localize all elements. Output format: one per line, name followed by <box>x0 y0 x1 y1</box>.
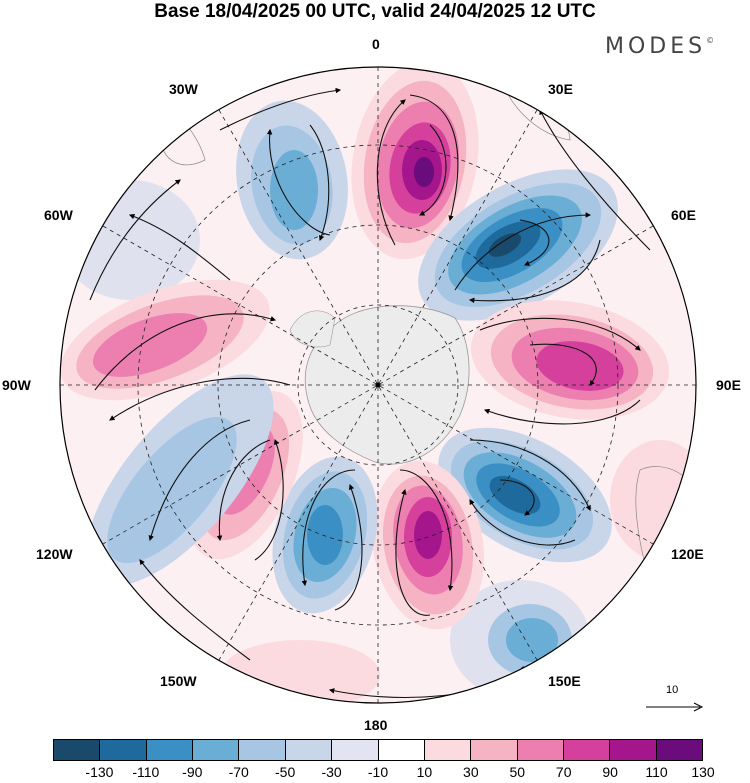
colorbar <box>53 739 703 761</box>
colorbar-swatch <box>54 740 101 760</box>
negative-anomaly-150e <box>488 604 572 676</box>
lon-label-150e: 150E <box>548 673 581 689</box>
colorbar-swatch <box>146 740 194 760</box>
lon-label-60w: 60W <box>44 207 73 223</box>
anomaly-field <box>60 67 696 703</box>
positive-anomaly-90e <box>471 300 669 420</box>
brand-name: MODES <box>605 34 707 59</box>
lon-label-180: 180 <box>364 717 388 733</box>
negative-anomaly-110w <box>86 374 274 586</box>
graticule <box>60 67 696 703</box>
map-title: Base 18/04/2025 00 UTC, valid 24/04/2025… <box>154 1 596 22</box>
colorbar-tick-label: -90 <box>182 764 203 780</box>
lon-label-90e: 90E <box>716 377 741 393</box>
colorbar-swatch <box>424 740 472 760</box>
colorbar-swatch <box>239 740 286 760</box>
lon-label-90w: 90W <box>2 377 31 393</box>
colorbar-tick-label: 30 <box>463 764 479 780</box>
lon-label-30e: 30E <box>548 81 573 97</box>
colorbar-swatch <box>285 740 333 760</box>
colorbar-tick-label: -70 <box>228 764 249 780</box>
arrow-right-icon <box>646 702 704 712</box>
colorbar-swatch <box>610 740 657 760</box>
negative-anomaly-20w <box>236 100 348 260</box>
positive-anomaly-0 <box>351 67 479 260</box>
lon-label-120w: 120W <box>36 546 73 562</box>
lon-label-30w: 30W <box>169 81 198 97</box>
reference-vector-label: 10 <box>666 684 679 696</box>
colorbar-tick-label: -110 <box>132 764 160 780</box>
colorbar-swatch <box>656 740 703 760</box>
colorbar-swatch <box>517 740 564 760</box>
colorbar-swatch <box>100 740 147 760</box>
map-frame <box>59 66 697 704</box>
colorbar-tick-label: 70 <box>555 764 572 780</box>
colorbar-swatch <box>332 740 379 760</box>
colorbar-tick-label: -50 <box>275 764 296 780</box>
lon-label-0: 0 <box>372 36 380 52</box>
colorbar-tick-label: -10 <box>367 764 389 780</box>
lon-label-60e: 60E <box>671 207 696 223</box>
colorbar-tick-label: -130 <box>85 764 114 780</box>
lon-label-120e: 120E <box>671 546 704 562</box>
colorbar-tick-label: -30 <box>321 764 342 780</box>
colorbar-ticks: -130 -110 -90 -70 -50 -30 -10 10 30 50 70 90 110 130 <box>53 764 714 782</box>
colorbar-swatch <box>471 740 518 760</box>
colorbar-tick-label: 50 <box>509 764 526 780</box>
colorbar-tick-label: 10 <box>416 764 433 780</box>
antarctica-landmass <box>304 305 470 465</box>
lon-label-150w: 150W <box>160 673 197 689</box>
colorbar-tick-label: 90 <box>602 764 618 780</box>
colorbar-swatch <box>378 740 425 760</box>
colorbar-tick-label: 130 <box>691 764 715 780</box>
wind-streamlines <box>89 87 661 699</box>
colorbar-tick-label: 110 <box>645 764 668 780</box>
copyright-mark: © <box>706 36 715 45</box>
modes-logo: MODES© <box>605 34 714 59</box>
negative-anomaly-120e <box>438 427 612 563</box>
colorbar-swatch <box>193 740 240 760</box>
colorbar-swatch <box>563 740 611 760</box>
polar-anomaly-map <box>59 66 697 704</box>
